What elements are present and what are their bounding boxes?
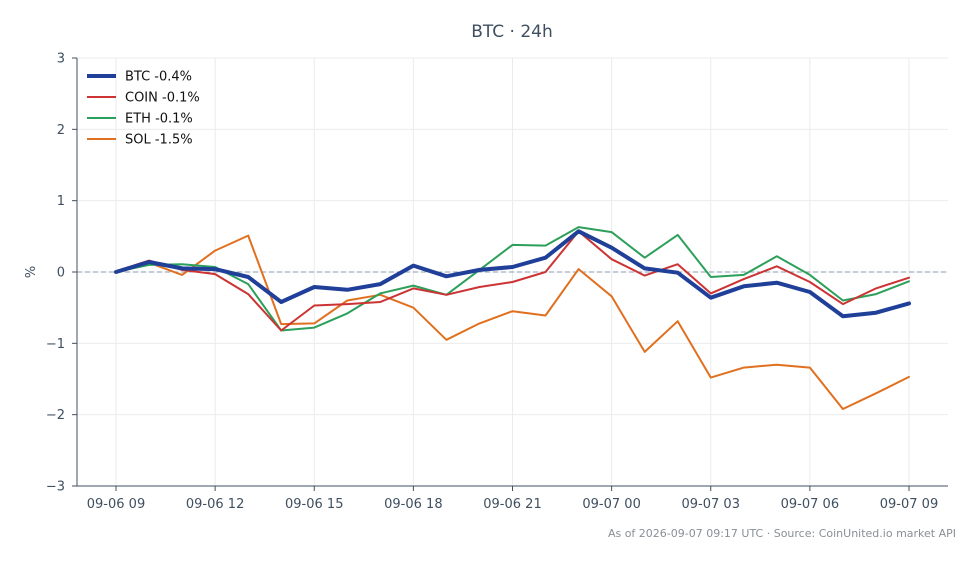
chart-title: BTC · 24h [471, 22, 553, 42]
x-tick-label: 09-07 09 [880, 497, 938, 512]
series-line-btc [114, 229, 911, 319]
x-tick-label: 09-07 06 [781, 497, 839, 512]
y-tick-label: 2 [57, 123, 65, 138]
y-tick-label: 3 [57, 52, 65, 67]
source-footer: As of 2026-09-07 09:17 UTC · Source: Coi… [608, 527, 956, 540]
x-tick-label: 09-06 12 [186, 497, 244, 512]
y-tick-label: −3 [46, 480, 65, 495]
y-axis-ticks: 3 2 1 0 −1 −2 −3 [46, 52, 77, 495]
x-axis-ticks: 09-06 09 09-06 12 09-06 15 09-06 18 09-06 21… [87, 486, 938, 512]
legend-label-eth: ETH -0.1% [125, 112, 193, 127]
y-tick-label: 0 [57, 266, 65, 281]
x-tick-label: 09-06 18 [384, 497, 442, 512]
series-line-eth [115, 226, 910, 332]
legend-label-btc: BTC -0.4% [125, 70, 192, 85]
x-tick-label: 09-06 15 [285, 497, 343, 512]
x-tick-label: 09-06 21 [483, 497, 541, 512]
series-line-sol [115, 234, 910, 410]
legend: BTC -0.4% COIN -0.1% ETH -0.1% SOL -1.5% [87, 70, 200, 148]
x-tick-label: 09-06 09 [87, 497, 145, 512]
y-axis-label: % [24, 266, 39, 278]
series-lines [114, 226, 911, 410]
x-tick-label: 09-07 00 [582, 497, 640, 512]
legend-label-sol: SOL -1.5% [125, 133, 193, 148]
y-tick-label: 1 [57, 194, 65, 209]
x-tick-label: 09-07 03 [682, 497, 740, 512]
legend-label-coin: COIN -0.1% [125, 91, 200, 106]
y-tick-label: −2 [46, 408, 65, 423]
series-line-coin [115, 230, 910, 332]
y-tick-label: −1 [46, 337, 65, 352]
